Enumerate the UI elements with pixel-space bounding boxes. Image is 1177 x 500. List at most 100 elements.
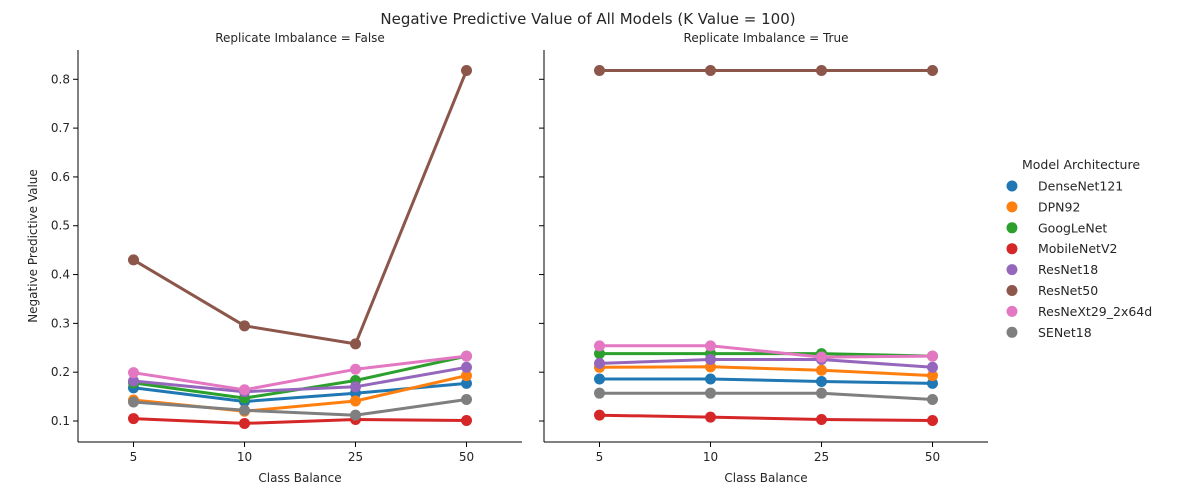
panel-marks [594, 65, 938, 427]
data-point-googlenet [594, 348, 605, 360]
data-point-mobilenetv2 [594, 409, 605, 421]
data-point-resnet50 [350, 338, 361, 350]
x-tick-label: 5 [130, 450, 138, 464]
x-tick-label: 50 [459, 450, 474, 464]
data-point-senet18 [594, 387, 605, 399]
y-tick-label: 0.2 [51, 365, 70, 379]
data-point-resnext29-2x64d [927, 350, 938, 362]
legend-title: Model Architecture [1022, 157, 1140, 172]
panel-marks [128, 65, 472, 429]
data-point-resnext29-2x64d [461, 350, 472, 362]
x-tick-label: 25 [814, 450, 829, 464]
data-point-resnet50 [128, 254, 139, 266]
data-point-resnet18 [461, 361, 472, 373]
data-point-senet18 [128, 396, 139, 408]
data-point-senet18 [816, 387, 827, 399]
series-line-densenet121 [599, 377, 933, 385]
legend-marker-dpn92 [1006, 201, 1018, 213]
legend-label-googlenet: GoogLeNet [1038, 220, 1107, 235]
legend-label-resnet18: ResNet18 [1038, 262, 1098, 277]
data-point-resnet18 [927, 361, 938, 373]
data-point-senet18 [350, 409, 361, 421]
x-tick-label: 50 [925, 450, 940, 464]
x-tick-label: 10 [703, 450, 718, 464]
y-tick-label: 0.3 [51, 316, 70, 330]
data-point-resnet50 [461, 65, 472, 77]
panel-title: Replicate Imbalance = True [684, 31, 849, 45]
data-point-resnext29-2x64d [350, 363, 361, 375]
legend-label-mobilenetv2: MobileNetV2 [1038, 241, 1117, 256]
data-point-mobilenetv2 [239, 417, 250, 429]
series-line-mobilenetv2 [133, 417, 467, 425]
data-point-mobilenetv2 [705, 411, 716, 423]
series-line-dpn92 [599, 365, 933, 378]
data-point-dpn92 [461, 370, 472, 382]
data-point-senet18 [239, 404, 250, 416]
data-point-resnet18 [594, 357, 605, 369]
legend-marker-densenet121 [1006, 180, 1018, 192]
legend-label-resnet50: ResNet50 [1038, 283, 1098, 298]
y-tick-label: 0.1 [51, 414, 70, 428]
data-point-resnext29-2x64d [239, 384, 250, 396]
series-line-resnet18 [599, 358, 933, 369]
legend-label-dpn92: DPN92 [1038, 199, 1080, 214]
series-line-senet18 [133, 398, 467, 417]
legend-marker-resnet18 [1006, 264, 1018, 276]
legend-marker-resnet50 [1006, 285, 1018, 296]
panel-ticks: 5 10 25 50 [539, 50, 988, 464]
x-tick-label: 10 [237, 450, 252, 464]
legend-label-resnext29-2x64d: ResNeXt29_2x64d [1038, 304, 1152, 319]
data-point-resnet18 [128, 375, 139, 387]
data-point-resnext29-2x64d [816, 351, 827, 363]
panel-replicate-true: Replicate Imbalance = True Class Balance… [539, 31, 988, 485]
data-point-senet18 [705, 387, 716, 399]
legend-marker-mobilenetv2 [1006, 243, 1018, 255]
series-line-googlenet [599, 352, 933, 358]
data-point-dpn92 [350, 395, 361, 407]
data-point-resnet18 [350, 381, 361, 393]
x-axis-label: Class Balance [258, 471, 341, 485]
data-point-densenet121 [816, 375, 827, 387]
legend-marker-googlenet [1006, 222, 1018, 234]
series-line-mobilenetv2 [599, 413, 933, 422]
data-point-senet18 [461, 394, 472, 406]
panel-ticks: 0.1 0.2 0.3 0.4 0.5 0.6 0.7 0.8 5 10 25 50 [51, 50, 522, 464]
data-point-resnet50 [239, 320, 250, 332]
y-tick-label: 0.6 [51, 170, 70, 184]
data-point-senet18 [927, 394, 938, 406]
data-point-densenet121 [927, 377, 938, 389]
data-point-densenet121 [705, 373, 716, 385]
series-line-senet18 [599, 391, 933, 401]
y-tick-label: 0.8 [51, 72, 70, 86]
legend-label-senet18: SENet18 [1038, 325, 1092, 340]
data-point-dpn92 [816, 364, 827, 376]
data-point-mobilenetv2 [461, 415, 472, 427]
data-point-resnet50 [816, 65, 827, 77]
legend-marker-resnext29-2x64d [1006, 305, 1018, 317]
data-point-resnext29-2x64d [128, 367, 139, 379]
legend-marker-senet18 [1006, 326, 1018, 338]
data-point-mobilenetv2 [927, 415, 938, 427]
legend: Model Architecture DenseNet121 DPN92 GoogL… [1006, 157, 1152, 340]
y-tick-label: 0.5 [51, 219, 70, 233]
x-tick-label: 25 [348, 450, 363, 464]
legend-label-densenet121: DenseNet121 [1038, 179, 1123, 194]
series-line-resnext29-2x64d [133, 354, 467, 392]
data-point-mobilenetv2 [816, 414, 827, 426]
series-line-resnet18 [133, 365, 467, 394]
series-line-resnext29-2x64d [599, 344, 933, 359]
data-point-resnet50 [594, 65, 605, 77]
y-tick-label: 0.4 [51, 268, 70, 282]
data-point-densenet121 [594, 373, 605, 385]
data-point-dpn92 [927, 370, 938, 382]
y-tick-label: 0.7 [51, 121, 70, 135]
panel-replicate-false: Replicate Imbalance = False Negative Pre… [26, 31, 522, 485]
data-point-resnext29-2x64d [594, 340, 605, 352]
data-point-resnet50 [705, 65, 716, 77]
chart-title: Negative Predictive Value of All Models … [380, 10, 795, 28]
data-point-resnet50 [927, 65, 938, 77]
y-axis-label: Negative Predictive Value [26, 169, 40, 323]
data-point-mobilenetv2 [128, 413, 139, 425]
series-line-resnet50 [132, 69, 468, 346]
